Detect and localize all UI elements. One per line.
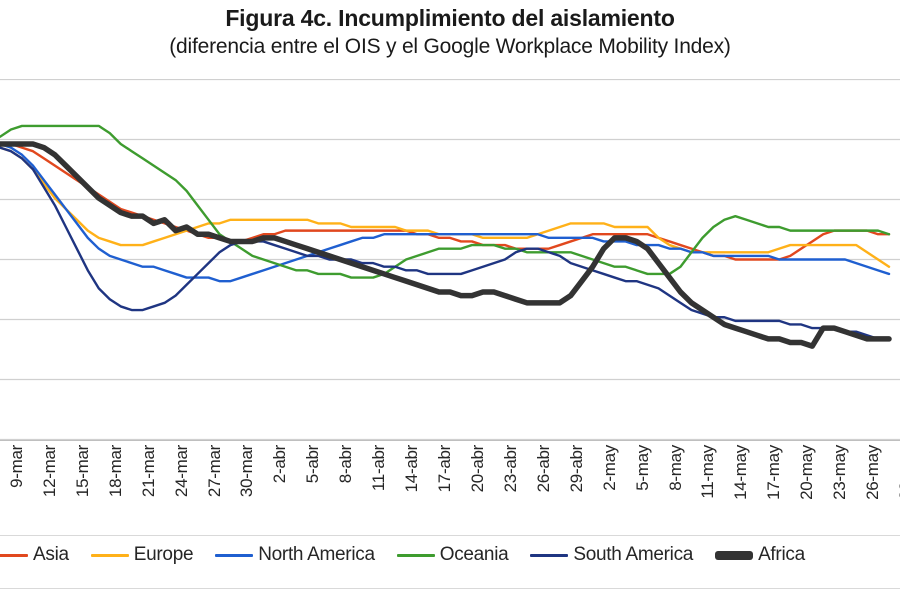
legend-item-label: South America (573, 544, 694, 565)
legend-swatch-icon (90, 553, 129, 557)
x-tick-label-text: 17-may (764, 445, 784, 500)
legend-item-north-america[interactable]: North America (215, 544, 375, 566)
x-tick-label-text: 23-abr (500, 445, 520, 493)
x-tick-label: 5-may (633, 445, 653, 491)
legend-swatch-icon (530, 553, 569, 557)
legend-swatch-icon (0, 553, 28, 557)
legend-item-label: Oceania (439, 544, 509, 565)
x-tick-label-text: 11-abr (369, 445, 389, 492)
x-tick-label: 23-abr (501, 445, 521, 492)
figure-bottom-rule (0, 588, 900, 589)
x-tick-label: 8-abr (336, 445, 356, 483)
x-tick-label-text: 21-mar (138, 445, 158, 498)
x-tick-label-text: 26-may (863, 445, 883, 500)
x-tick-label: 17-may (764, 445, 784, 500)
x-tick-label: 8-may (666, 445, 686, 491)
x-tick-label-text: 12-mar (39, 445, 59, 498)
legend-item-asia[interactable]: Asia (0, 544, 69, 566)
legend-swatch-icon (715, 550, 754, 560)
x-tick-label-text: 30-mar (237, 445, 257, 498)
x-axis-tick-labels: 9-mar 12-mar 15-mar 18-mar 21-mar 24-mar 27-ma… (0, 441, 900, 535)
x-tick-label-text: 11-may (698, 445, 718, 499)
series-line-south-america (0, 146, 891, 341)
x-tick-label: 2-abr (270, 445, 290, 483)
x-tick-label: 15-mar (73, 445, 93, 497)
chart-title: Figura 4c. Incumplimiento del aislamient… (225, 5, 675, 31)
x-tick-label-text: 8-abr (336, 445, 356, 484)
chart-subtitle: (diferencia entre el OIS y el Google Wor… (169, 35, 731, 59)
x-tick-label-text: 29-abr (566, 445, 586, 493)
legend-swatch-icon (396, 553, 435, 557)
chart-legend[interactable]: Asia Europe North America Oceania South Amer… (0, 537, 900, 573)
x-tick-label-text: 14-abr (402, 445, 422, 493)
x-tick-label-text: 18-mar (105, 445, 125, 498)
legend-item-label: Africa (758, 544, 805, 565)
x-tick-label-text: 26-abr (533, 445, 553, 493)
x-tick-label: 2-may (600, 445, 620, 491)
x-tick-label: 27-mar (205, 445, 225, 497)
legend-swatch-icon (215, 553, 254, 557)
x-tick-label: 11-abr (369, 445, 389, 491)
series-line-north-america (0, 142, 891, 283)
x-tick-label: 11-may (698, 445, 718, 499)
x-tick-label-text: 23-may (830, 445, 850, 500)
x-tick-label: 17-abr (435, 445, 455, 492)
x-tick-label: 20-may (797, 445, 817, 500)
x-tick-label-text: 24-mar (171, 445, 191, 498)
legend-item-europe[interactable]: Europe (90, 544, 194, 566)
x-tick-label-text: 29-may (896, 445, 900, 500)
x-tick-label-text: 8-may (665, 445, 685, 491)
legend-item-oceania[interactable]: Oceania (396, 544, 509, 566)
line-chart-svg (0, 79, 900, 440)
legend-top-divider (0, 535, 900, 536)
x-tick-label-text: 27-mar (204, 445, 224, 498)
plot-area (0, 79, 900, 440)
x-tick-label-text: 15-mar (72, 445, 92, 498)
gridlines (0, 79, 900, 440)
x-axis-line (0, 440, 900, 441)
x-tick-label-text: 2-may (599, 445, 619, 491)
x-tick-label: 29-abr (567, 445, 587, 492)
x-tick-label: 12-mar (40, 445, 60, 497)
x-tick-label: 14-abr (402, 445, 422, 492)
x-tick-label: 18-mar (106, 445, 126, 497)
legend-item-africa[interactable]: Africa (715, 544, 805, 566)
x-tick-label: 29-may (896, 445, 900, 500)
x-tick-label-text: 20-abr (467, 445, 487, 493)
series-lines (0, 124, 892, 349)
x-tick-label: 23-may (830, 445, 850, 500)
x-tick-label: 21-mar (139, 445, 159, 497)
title-block: Figura 4c. Incumplimiento del aislamient… (0, 4, 900, 60)
legend-item-label: Europe (133, 544, 194, 565)
x-tick-label-text: 5-abr (303, 445, 323, 484)
series-line-asia (0, 142, 891, 261)
x-tick-label: 20-abr (468, 445, 488, 492)
x-tick-label: 14-may (731, 445, 751, 500)
x-tick-label: 26-abr (534, 445, 554, 492)
x-tick-label-text: 5-may (632, 445, 652, 491)
x-tick-label-text: 17-abr (435, 445, 455, 493)
x-tick-label-text: 14-may (731, 445, 751, 500)
series-line-africa (0, 141, 892, 349)
x-tick-label: 26-may (863, 445, 883, 500)
legend-item-label: Asia (33, 544, 69, 565)
series-line-oceania (0, 124, 891, 279)
x-tick-label-text: 9-mar (7, 445, 26, 488)
x-tick-label: 9-mar (7, 445, 27, 488)
x-tick-label: 5-abr (303, 445, 323, 483)
x-tick-label: 30-mar (237, 445, 257, 497)
legend-item-south-america[interactable]: South America (530, 544, 693, 566)
x-tick-label: 24-mar (172, 445, 192, 497)
x-tick-label-text: 20-may (797, 445, 817, 500)
x-tick-label-text: 2-abr (270, 445, 290, 484)
legend-item-label: North America (258, 544, 375, 565)
